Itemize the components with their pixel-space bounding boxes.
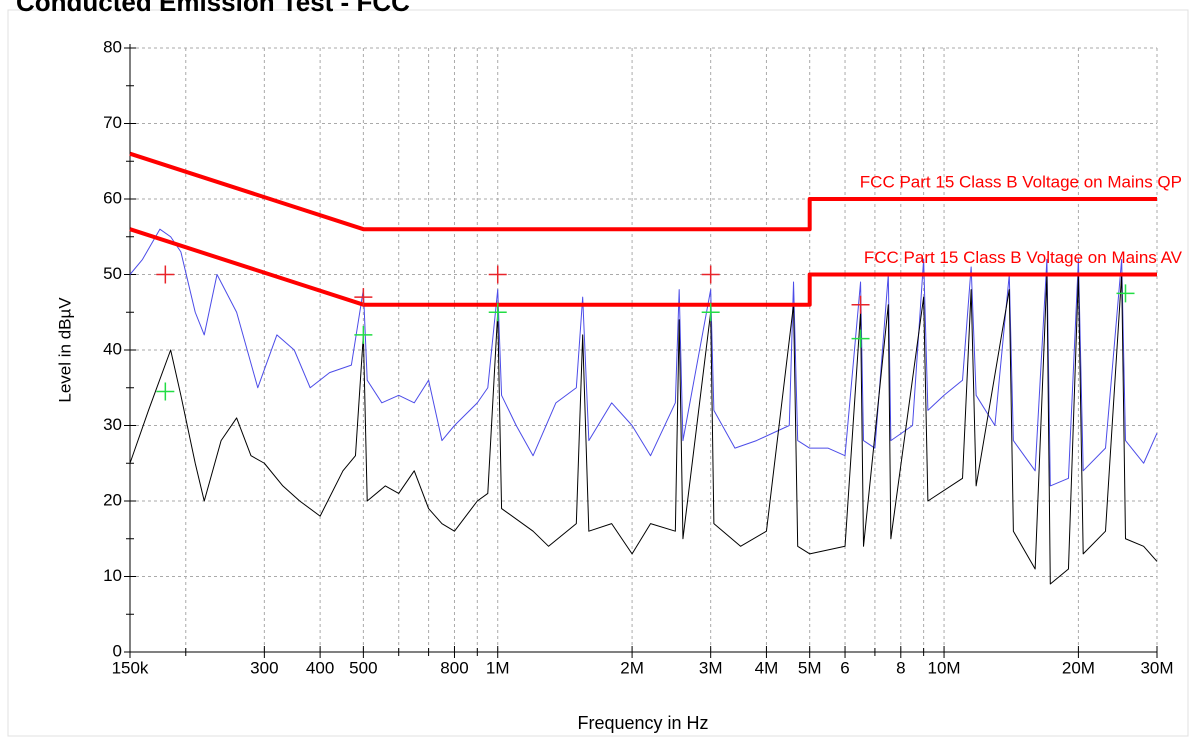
trace [129, 151, 1157, 232]
y-tick-label: 20 [103, 490, 122, 509]
y-tick-label: 80 [103, 37, 122, 56]
marker [488, 265, 507, 284]
x-tick-label: 5M [798, 658, 822, 677]
x-tick-label: 6 [840, 658, 849, 677]
y-tick-label: 10 [103, 566, 122, 585]
chart-title: Conducted Emission Test - FCC [16, 0, 410, 17]
x-tick-label: 8 [896, 658, 905, 677]
marker [354, 288, 373, 307]
x-tick-label: 500 [349, 658, 377, 677]
y-tick-label: 50 [103, 264, 122, 283]
y-tick-label: 60 [103, 188, 122, 207]
x-tick-label: 30M [1140, 658, 1173, 677]
x-tick-label: 800 [440, 658, 468, 677]
marker [156, 382, 175, 401]
marker [701, 303, 720, 322]
limit-label: FCC Part 15 Class B Voltage on Mains AV [864, 248, 1183, 267]
y-tick-label: 30 [103, 415, 122, 434]
trace [129, 227, 1157, 307]
limit-label: FCC Part 15 Class B Voltage on Mains QP [860, 172, 1182, 191]
y-axis-label: Level in dBµV [55, 297, 74, 403]
marker [701, 265, 720, 284]
marker [851, 295, 870, 314]
marker [354, 325, 373, 344]
x-tick-label: 2M [620, 658, 644, 677]
y-tick-label: 70 [103, 113, 122, 132]
x-tick-label: 3M [699, 658, 723, 677]
x-tick-label: 150k [112, 658, 149, 677]
frame [7, 9, 1189, 737]
x-tick-label: 1M [486, 658, 510, 677]
x-tick-label: 400 [306, 658, 334, 677]
trace [129, 228, 1158, 487]
y-tick-label: 40 [103, 339, 122, 358]
marker [156, 265, 175, 284]
y-tick-label: 0 [113, 641, 122, 660]
x-tick-label: 10M [928, 658, 961, 677]
marker [851, 329, 870, 348]
x-tick-label: 4M [755, 658, 779, 677]
x-tick-label: 20M [1062, 658, 1095, 677]
trace [129, 274, 1158, 585]
marker [1116, 284, 1135, 303]
x-tick-label: 300 [250, 658, 278, 677]
marker [488, 303, 507, 322]
x-axis-label: Frequency in Hz [577, 713, 708, 733]
